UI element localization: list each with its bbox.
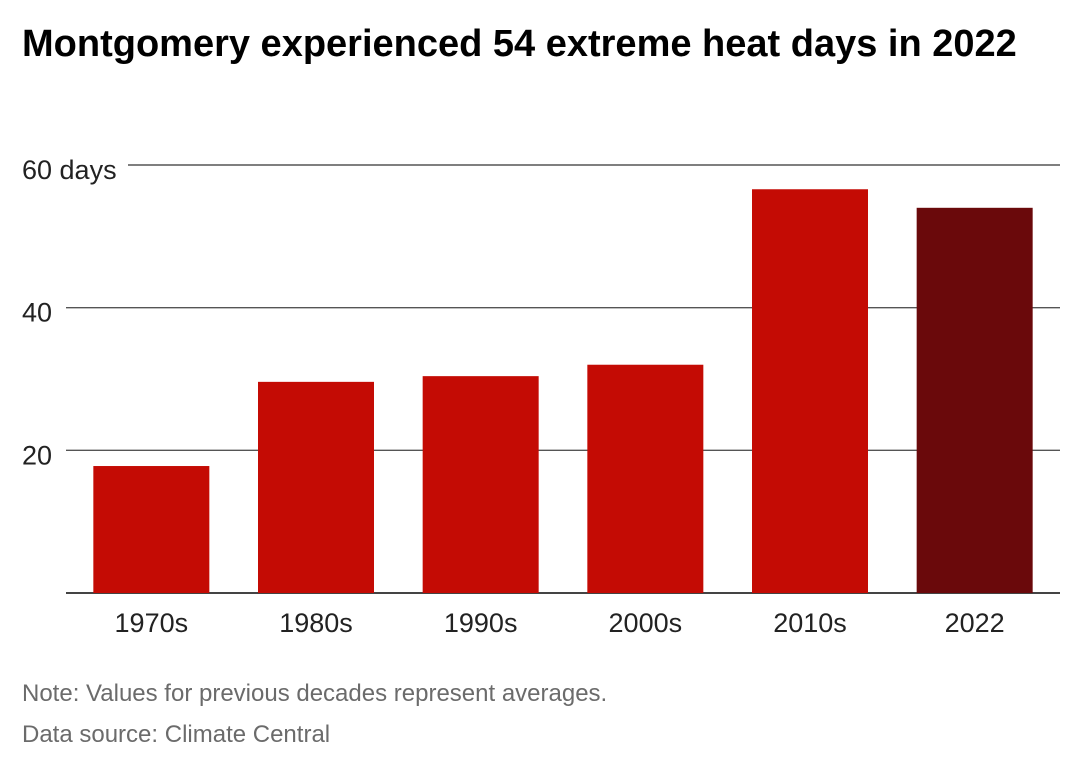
x-tick-label: 2010s xyxy=(773,608,847,638)
bar-2000s xyxy=(587,364,704,593)
gridlines: 20 40 60 days xyxy=(22,155,1060,594)
category-labels: 1970s 1980s 1990s 2000s 2010s 2022 xyxy=(115,608,1005,638)
data-source: Data source: Climate Central xyxy=(22,721,331,748)
chart-title: Montgomery experienced 54 extreme heat d… xyxy=(22,23,1017,65)
bars xyxy=(93,189,1033,594)
x-tick-label: 1990s xyxy=(444,608,518,638)
bar-1990s xyxy=(422,376,539,593)
bar-2022 xyxy=(916,207,1033,594)
x-tick-label: 1970s xyxy=(115,608,189,638)
bar-1970s xyxy=(93,466,210,593)
bar-chart: 20 40 60 days 1970s 1980s 1990s 2000s 2010s 202… xyxy=(22,155,1060,638)
y-tick-label: 40 xyxy=(22,298,52,328)
bar-2010s xyxy=(752,189,868,593)
y-tick-label: 20 xyxy=(22,440,52,470)
x-tick-label: 2022 xyxy=(945,608,1005,638)
x-tick-label: 2000s xyxy=(609,608,683,638)
chart-note: Note: Values for previous decades repres… xyxy=(22,680,608,707)
x-tick-label: 1980s xyxy=(279,608,353,638)
y-tick-label: 60 days xyxy=(22,155,117,185)
bar-1980s xyxy=(258,381,374,593)
